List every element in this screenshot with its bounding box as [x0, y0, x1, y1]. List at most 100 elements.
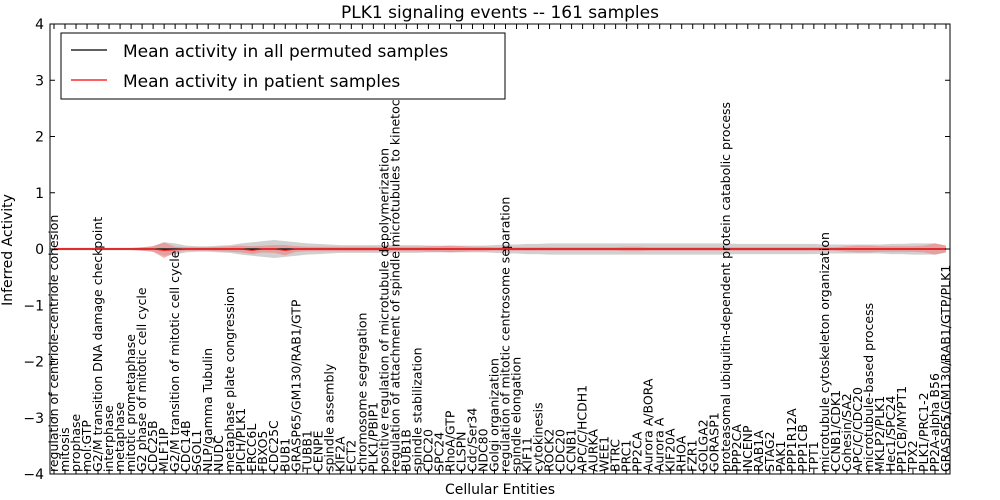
- category-label: G2 phase of mitotic cell cycle: [134, 287, 149, 472]
- category-label: AURKA: [586, 429, 601, 472]
- category-label: NUDC: [211, 435, 226, 472]
- category-label: BUB1: [277, 438, 292, 472]
- category-label: CDC25B: [145, 420, 160, 472]
- category-label: KIF2A: [332, 436, 347, 472]
- category-label: SPC24: [431, 432, 446, 472]
- category-label: ROCK2: [542, 429, 557, 472]
- category-label: interphase: [101, 405, 116, 472]
- category-label: TUBB1: [299, 430, 314, 473]
- category-label: KIF11: [520, 437, 535, 472]
- category-label: ERCC6L: [244, 424, 259, 472]
- category-label: PICH/PLK1: [233, 408, 248, 472]
- category-label: cytokinesis: [531, 402, 546, 472]
- category-label: mol:GTP: [79, 420, 94, 472]
- category-label: SGOL1: [189, 430, 204, 472]
- category-label: spindle stabilization: [409, 347, 424, 472]
- category-label: microtubule-based process: [861, 303, 876, 472]
- category-label: ECT2: [343, 440, 358, 472]
- category-label: CLSPN: [454, 432, 469, 473]
- legend: Mean activity in all permuted samples Me…: [60, 32, 506, 100]
- category-label: mitotic prometaphase: [123, 334, 138, 472]
- y-tick-label: −4: [23, 467, 44, 483]
- category-label: Cohesin/SA2: [839, 393, 854, 472]
- y-tick-label: −2: [23, 355, 44, 371]
- category-label: prophase: [68, 413, 83, 471]
- category-label: CENPE: [310, 430, 325, 472]
- category-label: PP1CB/MYPT1: [894, 386, 909, 472]
- category-label: GRASP65/GM130/RAB1/GTP/PLK1: [938, 265, 953, 472]
- category-labels: regulation of centriole-centriole cohesi…: [46, 71, 953, 473]
- category-label: BUB1B: [398, 429, 413, 472]
- category-label: CCNB1/CDK1: [828, 390, 843, 472]
- category-label: APC/C/CDC20: [850, 387, 865, 472]
- category-label: regulation of attachment of spindle micr…: [387, 71, 402, 472]
- category-label: Aurora A/BORA: [641, 378, 656, 472]
- category-label: MLF1IP: [156, 427, 171, 472]
- category-label: microtubule cytoskeleton organization: [817, 232, 832, 472]
- variance-band-patient: [54, 242, 946, 258]
- y-tick-label: −1: [23, 298, 44, 314]
- category-label: GORASP1: [707, 412, 722, 472]
- category-label: CDC14B: [178, 420, 193, 472]
- y-axis-ticks: −4 −3 −2 −1 0 1 2 3 4: [23, 17, 950, 483]
- category-label: PLK1/PBIP1: [365, 402, 380, 472]
- category-label: PPP1CB: [795, 424, 810, 472]
- category-label: NLP/gamma Tubulin: [200, 348, 215, 472]
- category-label: TPX2: [905, 440, 920, 473]
- category-label: metaphase: [112, 402, 127, 472]
- category-label: NDC80: [476, 428, 491, 472]
- category-label: PP2A-alpha B56: [927, 373, 942, 472]
- category-label: positive regulation of microtubule depol…: [376, 148, 391, 472]
- y-tick-label: 2: [35, 130, 44, 146]
- category-label: RHOA: [674, 435, 689, 472]
- category-label: proteasomal ubiquitin-dependent protein …: [718, 102, 733, 472]
- category-label: Hec1/SPC24: [883, 396, 898, 472]
- y-tick-label: 0: [35, 242, 44, 258]
- category-label: APC/C/HCDH1: [575, 385, 590, 472]
- series-lines: [54, 248, 946, 251]
- x-axis-ticks: [53, 24, 947, 474]
- category-label: G2/M transition of mitotic cell cycle: [167, 250, 182, 472]
- legend-label-permuted: Mean activity in all permuted samples: [123, 42, 448, 62]
- category-label: metaphase plate congression: [222, 287, 237, 472]
- category-label: spindle assembly: [321, 363, 336, 472]
- y-axis-label: Inferred Activity: [0, 194, 16, 306]
- category-label: PLK1/PRC1-2: [916, 392, 931, 472]
- category-label: PPP1R12A: [784, 408, 799, 472]
- category-label: PPP2CA: [729, 424, 744, 472]
- legend-box: [60, 32, 506, 100]
- category-label: FZR1: [685, 440, 700, 472]
- category-label: CDC20: [553, 429, 568, 472]
- category-label: STAG2: [762, 431, 777, 472]
- category-label: GRASP65/GM130/RAB1/GTP: [288, 299, 303, 472]
- category-label: CCNB1: [564, 429, 579, 472]
- category-label: FBXO5: [255, 431, 270, 472]
- category-label: Aurora A: [652, 417, 667, 472]
- category-label: CDC20: [420, 429, 435, 472]
- category-label: BTRC: [608, 439, 623, 472]
- category-label: G2/M transition DNA damage checkpoint: [90, 217, 105, 472]
- legend-label-patient: Mean activity in patient samples: [123, 72, 400, 92]
- category-label: MKLP2/PLK1: [872, 396, 887, 472]
- category-label: RAB1A: [751, 430, 766, 472]
- category-label: PP2CA: [630, 431, 645, 472]
- category-label: KIF20A: [663, 428, 678, 472]
- category-label: TPT1: [806, 441, 821, 473]
- category-label: GOLGA2: [696, 419, 711, 472]
- category-label: INCENP: [740, 425, 755, 472]
- y-tick-label: 1: [35, 186, 44, 202]
- category-label: WEE1: [597, 436, 612, 472]
- category-label: Cdc/Ser34: [465, 408, 480, 472]
- category-label: CDC25C: [266, 420, 281, 472]
- category-label: RhoA/GTP: [442, 410, 457, 472]
- category-label: PAK1: [773, 441, 788, 472]
- y-tick-label: 4: [35, 17, 44, 33]
- y-tick-label: −3: [23, 411, 44, 427]
- category-label: Golgi organization: [487, 358, 502, 472]
- y-tick-label: 3: [35, 73, 44, 89]
- category-label: regulation of mitotic centrosome separat…: [498, 197, 513, 472]
- x-axis-label: Cellular Entities: [445, 482, 555, 498]
- chart-title: PLK1 signaling events -- 161 samples: [341, 3, 659, 23]
- series-line-patient: [54, 248, 946, 251]
